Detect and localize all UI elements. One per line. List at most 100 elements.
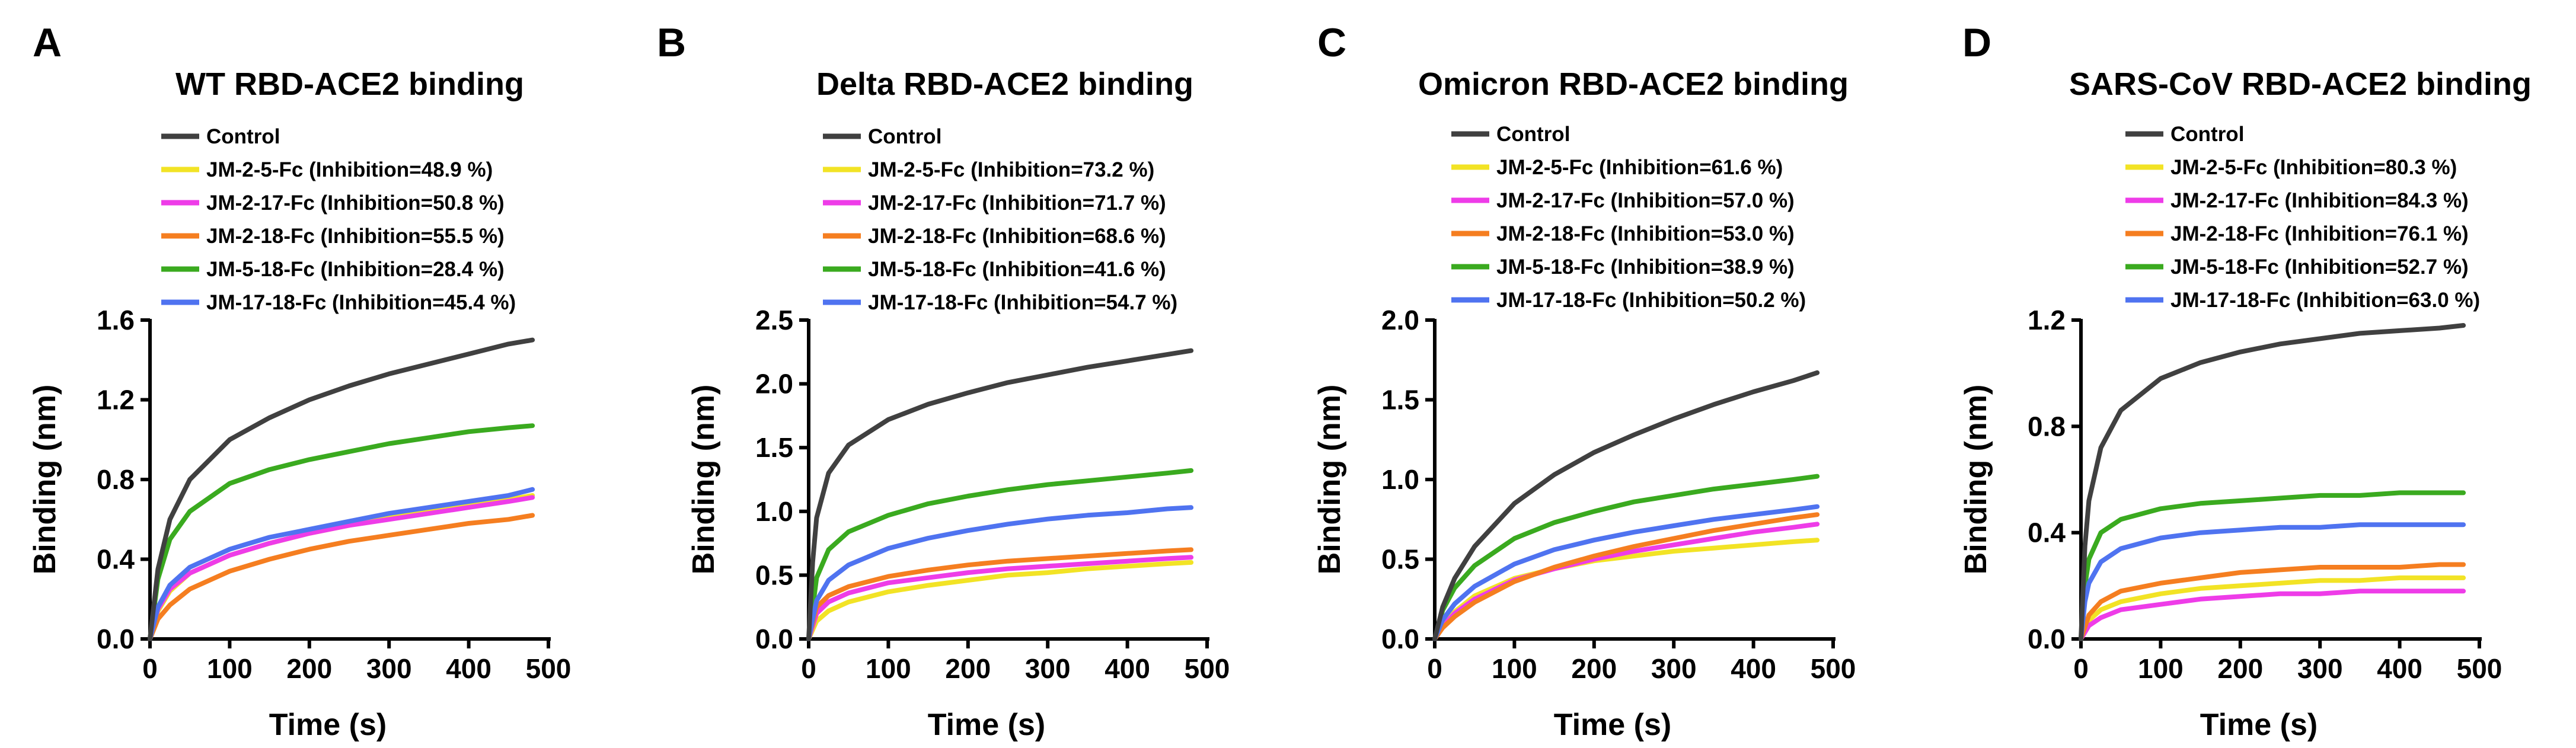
y-tick-label: 0.4 xyxy=(2028,517,2066,548)
series-line-control xyxy=(806,348,1194,641)
panel-B: B Delta RBD-ACE2 binding Control JM-2-5-Fc … xyxy=(657,20,1230,742)
legend-label: Control xyxy=(2170,123,2244,146)
y-tick-label: 0.0 xyxy=(755,624,793,654)
axes: 0.0 0.4 0.8 1.2 1.6 0 100 200 300 400 500 Time (s) B… xyxy=(28,305,571,742)
y-tick-label: 0.8 xyxy=(97,464,135,495)
legend-label: JM-2-5-Fc (Inhibition=73.2 %) xyxy=(868,158,1154,181)
series-line-control xyxy=(148,337,535,641)
panel-letter: B xyxy=(657,20,686,65)
x-tick-label: 400 xyxy=(1105,653,1150,684)
x-tick-label: 100 xyxy=(866,653,911,684)
x-tick-label: 200 xyxy=(286,653,332,684)
x-tick-label: 0 xyxy=(142,653,158,684)
legend-label: JM-17-18-Fc (Inhibition=54.7 %) xyxy=(868,291,1177,314)
y-tick-label: 2.0 xyxy=(1381,305,1419,335)
chart-title: Omicron RBD-ACE2 binding xyxy=(1418,66,1849,102)
legend-label: JM-2-17-Fc (Inhibition=71.7 %) xyxy=(868,191,1166,215)
legend-label: JM-2-5-Fc (Inhibition=61.6 %) xyxy=(1496,156,1783,179)
legend-label: JM-5-18-Fc (Inhibition=28.4 %) xyxy=(206,258,505,281)
y-axis-label: Binding (nm) xyxy=(1959,385,1993,575)
y-tick-label: 1.5 xyxy=(1381,385,1419,415)
legend-label: JM-2-17-Fc (Inhibition=57.0 %) xyxy=(1496,189,1795,212)
x-axis-label: Time (s) xyxy=(2200,708,2318,742)
chart-title: SARS-CoV RBD-ACE2 binding xyxy=(2069,66,2532,102)
axes: 0.0 0.5 1.0 1.5 2.0 2.5 0 100 200 300 400 500 Time (… xyxy=(687,305,1230,742)
legend-label: Control xyxy=(868,125,941,148)
x-tick-label: 500 xyxy=(1185,653,1230,684)
series-line-jm-2-5-fc xyxy=(2079,575,2466,641)
chart-title: Delta RBD-ACE2 binding xyxy=(816,66,1193,102)
x-tick-label: 0 xyxy=(1427,653,1442,684)
x-tick-label: 300 xyxy=(1025,653,1071,684)
series-line-jm-2-18-fc xyxy=(1432,512,1820,641)
series-line-jm-5-18-fc xyxy=(806,468,1194,641)
y-tick-label: 1.6 xyxy=(97,305,135,335)
x-tick-label: 200 xyxy=(1571,653,1617,684)
panel-letter: C xyxy=(1317,20,1346,65)
y-tick-label: 1.5 xyxy=(755,432,793,463)
series-line-jm-2-17-fc xyxy=(1432,522,1820,641)
x-axis-label: Time (s) xyxy=(1554,708,1671,742)
x-tick-label: 400 xyxy=(446,653,491,684)
x-tick-label: 200 xyxy=(945,653,991,684)
y-tick-label: 1.2 xyxy=(97,385,135,415)
axes: 0.0 0.4 0.8 1.2 0 100 200 300 400 500 Time (s) Bind… xyxy=(1959,305,2502,742)
panel-C: C Omicron RBD-ACE2 binding Control JM-2-5-F… xyxy=(1313,20,1856,742)
x-tick-label: 200 xyxy=(2217,653,2263,684)
legend-label: JM-2-17-Fc (Inhibition=50.8 %) xyxy=(206,191,505,215)
x-tick-label: 0 xyxy=(801,653,816,684)
y-tick-label: 0.0 xyxy=(97,624,135,654)
panel-D: D SARS-CoV RBD-ACE2 binding Control JM-2-5-… xyxy=(1959,20,2532,742)
y-tick-label: 0.5 xyxy=(1381,544,1419,575)
series-line-jm-5-18-fc xyxy=(1432,474,1820,641)
series-line-jm-2-17-fc xyxy=(2079,589,2466,641)
x-tick-label: 500 xyxy=(526,653,572,684)
x-tick-label: 0 xyxy=(2073,653,2089,684)
legend-label: Control xyxy=(1496,123,1570,146)
x-tick-label: 400 xyxy=(1731,653,1776,684)
panel-letter: A xyxy=(33,20,62,65)
x-tick-label: 400 xyxy=(2377,653,2422,684)
chart-title: WT RBD-ACE2 binding xyxy=(175,66,524,102)
series-line-jm-2-18-fc xyxy=(148,513,535,641)
legend-label: JM-2-5-Fc (Inhibition=80.3 %) xyxy=(2170,156,2457,179)
legend-label: JM-2-18-Fc (Inhibition=53.0 %) xyxy=(1496,222,1795,245)
y-tick-label: 1.0 xyxy=(1381,464,1419,495)
legend-label: Control xyxy=(206,125,280,148)
x-tick-label: 100 xyxy=(207,653,253,684)
x-tick-label: 100 xyxy=(1492,653,1537,684)
x-tick-label: 500 xyxy=(2457,653,2502,684)
legend-label: JM-5-18-Fc (Inhibition=38.9 %) xyxy=(1496,255,1795,279)
axes: 0.0 0.5 1.0 1.5 2.0 0 100 200 300 400 500 Time (s) B… xyxy=(1313,305,1856,742)
series-line-jm-5-18-fc xyxy=(148,423,535,641)
series-line-jm-17-18-fc xyxy=(2079,522,2466,641)
legend-label: JM-17-18-Fc (Inhibition=63.0 %) xyxy=(2170,289,2480,312)
y-axis-label: Binding (nm) xyxy=(28,385,62,575)
y-axis-label: Binding (nm) xyxy=(687,385,721,575)
x-axis-label: Time (s) xyxy=(269,708,387,742)
legend: Control JM-2-5-Fc (Inhibition=80.3 %) JM-2… xyxy=(2125,123,2480,312)
y-tick-label: 0.8 xyxy=(2028,411,2066,442)
series-line-jm-2-18-fc xyxy=(806,547,1194,641)
legend-label: JM-17-18-Fc (Inhibition=50.2 %) xyxy=(1496,289,1806,312)
series-line-control xyxy=(2079,323,2466,641)
series-line-jm-5-18-fc xyxy=(2079,490,2466,641)
series-line-jm-2-17-fc xyxy=(806,555,1194,641)
legend-label: JM-2-18-Fc (Inhibition=55.5 %) xyxy=(206,225,505,248)
legend-label: JM-5-18-Fc (Inhibition=41.6 %) xyxy=(868,258,1166,281)
series-line-jm-17-18-fc xyxy=(1432,504,1820,641)
x-tick-label: 100 xyxy=(2138,653,2184,684)
series-line-control xyxy=(1432,370,1820,641)
x-tick-label: 300 xyxy=(366,653,412,684)
panel-A: A WT RBD-ACE2 binding Control JM-2-5-Fc (In… xyxy=(28,20,571,742)
legend-label: JM-17-18-Fc (Inhibition=45.4 %) xyxy=(206,291,516,314)
legend-label: JM-5-18-Fc (Inhibition=52.7 %) xyxy=(2170,255,2469,279)
legend: Control JM-2-5-Fc (Inhibition=73.2 %) JM-2… xyxy=(823,125,1177,314)
panel-letter: D xyxy=(1962,20,1991,65)
legend: Control JM-2-5-Fc (Inhibition=61.6 %) JM-2… xyxy=(1451,123,1806,312)
x-axis-label: Time (s) xyxy=(928,708,1045,742)
y-tick-label: 0.5 xyxy=(755,560,793,590)
y-tick-label: 2.5 xyxy=(755,305,793,335)
series-line-jm-2-17-fc xyxy=(148,495,535,641)
